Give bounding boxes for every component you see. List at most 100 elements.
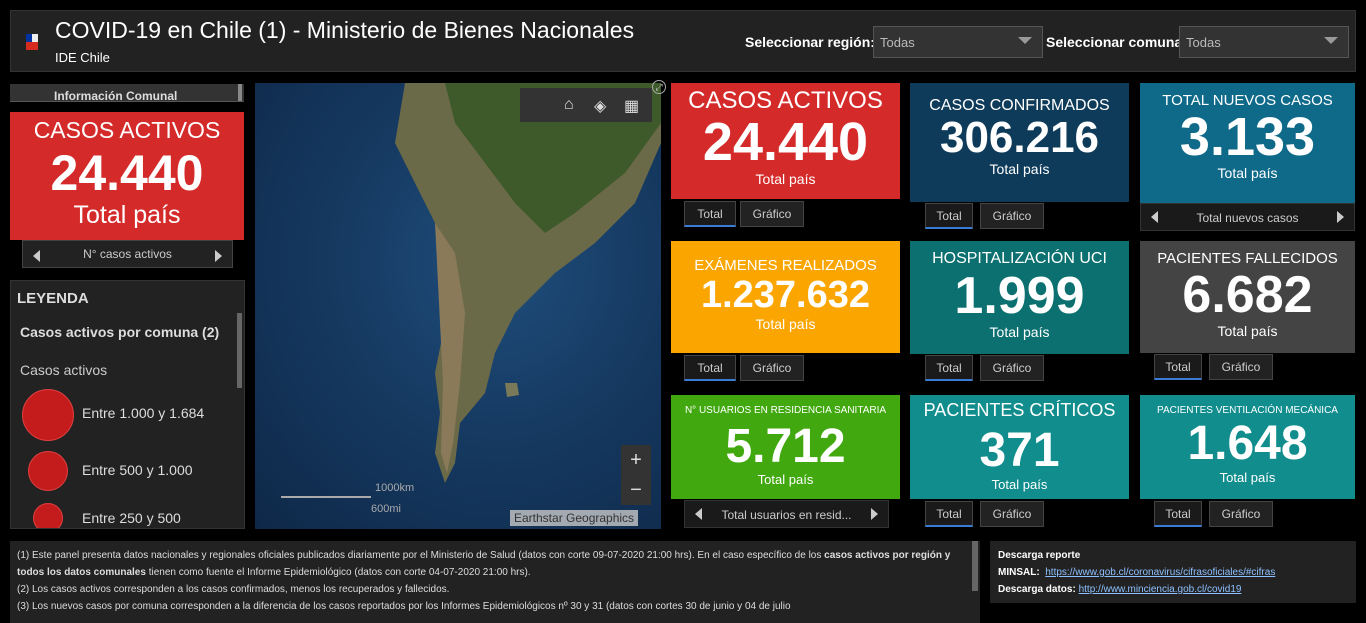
card-title: CASOS ACTIVOS xyxy=(688,87,883,114)
tab-grafico[interactable]: Gráfico xyxy=(1209,354,1273,380)
legend-item: Entre 1.000 y 1.684 xyxy=(82,405,205,421)
residencia-nav: Total usuarios en resid... xyxy=(684,500,889,528)
legend-panel: LEYENDA Casos activos por comuna (2) Cas… xyxy=(10,280,245,529)
card-title: TOTAL NUEVOS CASOS xyxy=(1162,92,1333,109)
tab-informacion-comunal[interactable]: Información Comunal xyxy=(10,84,244,102)
nav-label: N° casos activos xyxy=(83,247,172,261)
zoom-out-button[interactable]: − xyxy=(630,479,642,501)
card-title: CASOS ACTIVOS xyxy=(33,117,221,143)
card-value: 1.999 xyxy=(954,267,1085,325)
datos-link[interactable]: http://www.minciencia.gob.cl/covid19 xyxy=(1078,584,1242,595)
card-subtitle: Total país xyxy=(755,316,816,332)
page-subtitle: IDE Chile xyxy=(55,50,110,65)
legend-layer-title: Casos activos por comuna (2) xyxy=(20,324,220,340)
minsal-link[interactable]: https://www.gob.cl/coronavirus/cifrasofi… xyxy=(1045,567,1276,578)
footnote-2: (2) Los casos activos corresponden a los… xyxy=(17,584,450,595)
tab-total[interactable]: Total xyxy=(925,203,973,229)
scrollbar[interactable] xyxy=(237,313,242,388)
card-subtitle: Total país xyxy=(73,201,181,229)
minsal-label: MINSAL: xyxy=(998,567,1040,578)
tab-total[interactable]: Total xyxy=(1154,501,1202,527)
zoom-in-button[interactable]: + xyxy=(630,449,642,471)
card-value: 1.648 xyxy=(1187,417,1308,470)
chevron-down-icon xyxy=(1018,37,1032,44)
scale-mi: 600mi xyxy=(371,503,401,515)
card-casos-activos: CASOS ACTIVOS 24.440 Total país xyxy=(671,83,900,199)
card-title: EXÁMENES REALIZADOS xyxy=(694,257,877,274)
comuna-select[interactable]: Todas xyxy=(1179,26,1349,58)
arrow-left-icon[interactable] xyxy=(695,508,702,520)
card-pacientes-criticos: PACIENTES CRÍTICOS 371 Total país xyxy=(910,395,1129,499)
comuna-select-label: Seleccionar comuna xyxy=(1046,34,1183,50)
download-panel: Descarga reporte MINSAL: https://www.gob… xyxy=(990,541,1356,603)
card-subtitle: Total país xyxy=(1217,323,1278,339)
region-select-value: Todas xyxy=(880,35,915,50)
legend-symbol-large xyxy=(22,389,74,441)
card-value: 24.440 xyxy=(702,112,869,172)
chevron-down-icon xyxy=(1324,37,1338,44)
nuevos-casos-nav: Total nuevos casos xyxy=(1140,203,1355,231)
region-select[interactable]: Todas xyxy=(873,26,1043,58)
zoom-controls: + − xyxy=(621,445,651,505)
tab-grafico[interactable]: Gráfico xyxy=(980,355,1044,381)
footnote-1: (1) Este panel presenta datos nacionales… xyxy=(17,550,951,578)
tab-grafico[interactable]: Gráfico xyxy=(980,501,1044,527)
fullscreen-icon[interactable]: ⤢ xyxy=(652,80,666,94)
tab-grafico[interactable]: Gráfico xyxy=(740,355,804,381)
card-value: 306.216 xyxy=(939,113,1100,162)
datos-label: Descarga datos: xyxy=(998,584,1076,595)
arrow-left-icon[interactable] xyxy=(1151,211,1158,223)
map-view[interactable]: ⌂ ◈ ▦ + − 1000km 600mi Earthstar Geograp… xyxy=(255,83,661,529)
south-america-map xyxy=(395,83,661,483)
card-title: CASOS CONFIRMADOS xyxy=(929,97,1110,114)
tab-total[interactable]: Total xyxy=(925,355,973,381)
card-subtitle: Total país xyxy=(1217,165,1278,181)
tab-grafico[interactable]: Gráfico xyxy=(1209,501,1273,527)
scale-km: 1000km xyxy=(375,482,415,494)
arrow-right-icon[interactable] xyxy=(215,250,222,262)
scrollbar[interactable] xyxy=(238,84,242,101)
left-indicator-nav: N° casos activos xyxy=(22,240,233,268)
tab-total[interactable]: Total xyxy=(925,501,973,527)
legend-caption: Casos activos xyxy=(20,362,108,378)
card-value: 1.237.632 xyxy=(700,274,871,316)
arrow-right-icon[interactable] xyxy=(1337,211,1344,223)
tab-grafico[interactable]: Gráfico xyxy=(980,203,1044,229)
layers-icon[interactable]: ◈ xyxy=(594,98,607,115)
card-subtitle: Total país xyxy=(991,477,1048,492)
card-subtitle: Total país xyxy=(1219,470,1276,485)
tab-grafico[interactable]: Gráfico xyxy=(740,201,804,227)
legend-item: Entre 250 y 500 xyxy=(82,510,181,526)
card-nuevos-casos: TOTAL NUEVOS CASOS 3.133 Total país xyxy=(1140,83,1355,203)
tab-label: Información Comunal xyxy=(54,89,178,102)
scale-line xyxy=(281,496,371,498)
card-value: 6.682 xyxy=(1182,266,1313,324)
card-value: 5.712 xyxy=(725,420,846,473)
tab-total[interactable]: Total xyxy=(1154,354,1202,380)
scrollbar[interactable] xyxy=(972,541,978,591)
card-value: 24.440 xyxy=(50,145,204,201)
card-title: PACIENTES CRÍTICOS xyxy=(923,400,1116,420)
nav-label: Total usuarios en resid... xyxy=(721,508,852,522)
arrow-left-icon[interactable] xyxy=(33,250,40,262)
card-residencia-sanitaria: N° USUARIOS EN RESIDENCIA SANITARIA 5.71… xyxy=(671,395,900,499)
map-attribution[interactable]: Earthstar Geographics xyxy=(510,510,639,526)
chile-flag-icon xyxy=(26,34,38,50)
card-title: PACIENTES VENTILACIÓN MECÁNICA xyxy=(1157,405,1338,416)
tab-total[interactable]: Total xyxy=(684,355,736,381)
card-examenes: EXÁMENES REALIZADOS 1.237.632 Total país xyxy=(671,241,900,353)
legend-header: LEYENDA xyxy=(17,290,89,307)
tab-total[interactable]: Total xyxy=(684,201,736,227)
scale-bar: 1000km 600mi xyxy=(281,482,414,515)
home-icon[interactable]: ⌂ xyxy=(564,96,574,113)
nav-label: Total nuevos casos xyxy=(1196,211,1299,225)
basemap-gallery-icon[interactable]: ▦ xyxy=(624,98,640,115)
card-subtitle: Total país xyxy=(989,161,1050,177)
header: COVID-19 en Chile (1) - Ministerio de Bi… xyxy=(10,10,1356,72)
arrow-right-icon[interactable] xyxy=(871,508,878,520)
card-subtitle: Total país xyxy=(989,324,1050,340)
map-toolbar: ⌂ ◈ ▦ xyxy=(520,88,652,122)
card-subtitle: Total país xyxy=(755,171,816,187)
download-title: Descarga reporte xyxy=(998,550,1081,561)
card-fallecidos: PACIENTES FALLECIDOS 6.682 Total país xyxy=(1140,241,1355,353)
